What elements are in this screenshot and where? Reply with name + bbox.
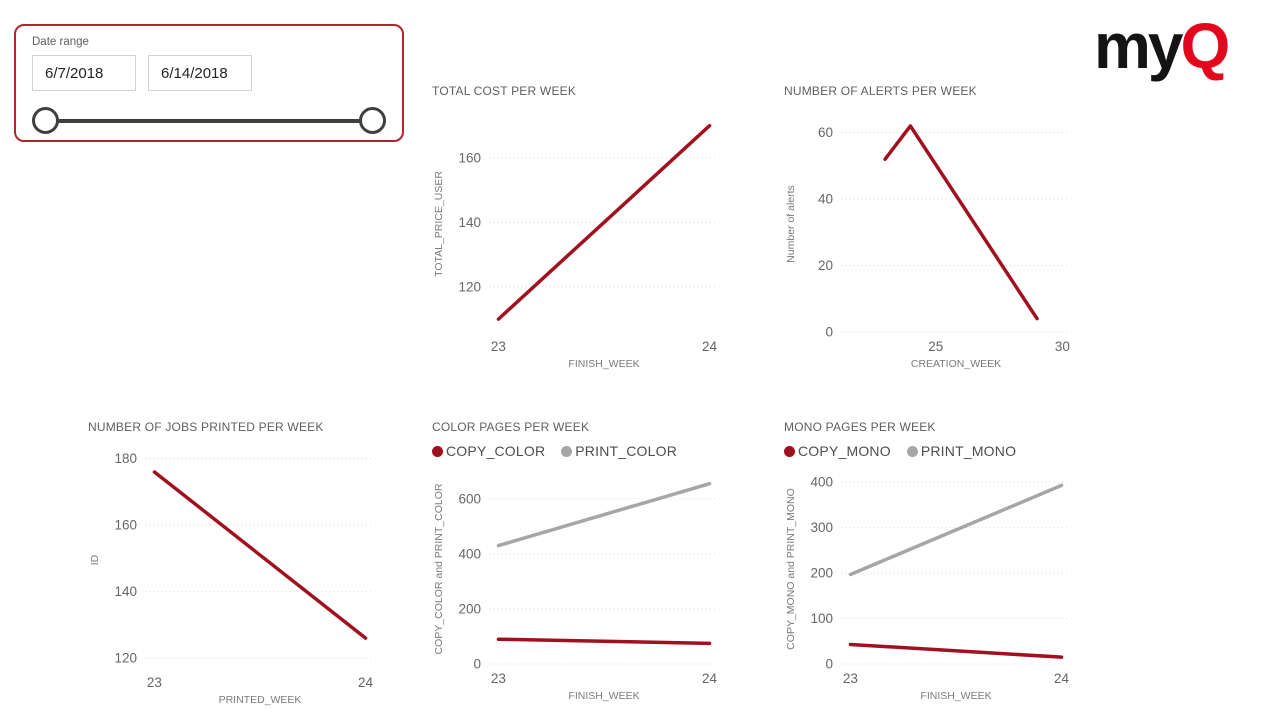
line-chart-plot[interactable]: 0 100 200 300 400 23 24 FINISH_WEEK COPY_MONO an… [784, 464, 1084, 708]
svg-text:300: 300 [810, 520, 833, 535]
legend-item-copy_mono[interactable]: COPY_MONO [784, 443, 891, 459]
legend-item-copy_color[interactable]: COPY_COLOR [432, 443, 545, 459]
legend-dot-icon [906, 445, 918, 457]
svg-text:FINISH_WEEK: FINISH_WEEK [568, 358, 639, 370]
svg-text:140: 140 [458, 215, 481, 230]
svg-text:24: 24 [702, 671, 718, 686]
line-chart-plot[interactable]: 0 20 40 60 25 30 CREATION_WEEK Number of alerts [784, 102, 1084, 376]
line-chart-plot[interactable]: 120 140 160 23 24 FINISH_WEEK TOTAL_PRICE_USER [432, 102, 732, 376]
slider-track[interactable] [46, 119, 372, 123]
svg-text:0: 0 [825, 657, 833, 672]
svg-text:160: 160 [114, 518, 137, 533]
chart-title: NUMBER OF JOBS PRINTED PER WEEK [88, 420, 324, 434]
svg-text:ID: ID [89, 554, 101, 565]
svg-text:600: 600 [458, 491, 481, 506]
svg-text:COPY_COLOR and PRINT_COLOR: COPY_COLOR and PRINT_COLOR [433, 483, 445, 654]
line-chart-plot[interactable]: 0 200 400 600 23 24 FINISH_WEEK COPY_COLOR and … [432, 464, 732, 708]
chart-color-pages-per-week: COLOR PAGES PER WEEK COPY_COLOR PRINT_COL… [432, 420, 732, 716]
legend-dot-icon [432, 445, 443, 457]
svg-text:23: 23 [491, 671, 506, 686]
svg-text:400: 400 [458, 546, 481, 561]
svg-text:Number of alerts: Number of alerts [785, 185, 797, 263]
svg-text:CREATION_WEEK: CREATION_WEEK [911, 358, 1001, 370]
slicer-inputs [32, 55, 386, 91]
svg-text:180: 180 [114, 451, 137, 466]
svg-text:25: 25 [928, 339, 943, 354]
legend-item-print_color[interactable]: PRINT_COLOR [561, 443, 677, 459]
svg-text:FINISH_WEEK: FINISH_WEEK [920, 690, 991, 702]
date-range-slicer: Date range [14, 24, 404, 142]
slider-handle-start[interactable] [32, 107, 59, 134]
svg-text:400: 400 [810, 475, 833, 490]
chart-title: COLOR PAGES PER WEEK [432, 420, 590, 434]
svg-text:40: 40 [818, 192, 833, 207]
svg-text:20: 20 [818, 258, 833, 273]
svg-text:24: 24 [702, 339, 718, 354]
end-date-input[interactable] [148, 55, 252, 91]
svg-text:140: 140 [114, 584, 137, 599]
chart-title: NUMBER OF ALERTS PER WEEK [784, 84, 977, 98]
legend-label: COPY_COLOR [446, 443, 546, 459]
legend-dot-icon [561, 445, 573, 457]
logo-text-my: my [1094, 10, 1183, 82]
start-date-input[interactable] [32, 55, 136, 91]
svg-text:200: 200 [458, 601, 481, 616]
svg-text:23: 23 [147, 675, 162, 690]
svg-text:60: 60 [818, 125, 833, 140]
svg-text:23: 23 [843, 671, 858, 686]
line-chart-plot[interactable]: 120 140 160 180 23 24 PRINTED_WEEK ID [88, 438, 388, 712]
logo-text-q: Q [1180, 10, 1231, 82]
chart-legend: COPY_MONO PRINT_MONO [784, 438, 1084, 464]
svg-text:100: 100 [810, 611, 833, 626]
legend-dot-icon [784, 445, 795, 457]
svg-text:24: 24 [358, 675, 374, 690]
svg-text:30: 30 [1055, 339, 1070, 354]
chart-number-of-alerts-per-week: NUMBER OF ALERTS PER WEEK 0 20 40 60 25 30 CRE… [784, 84, 1084, 380]
date-range-slider [32, 107, 386, 135]
svg-text:120: 120 [114, 651, 137, 666]
chart-title: TOTAL COST PER WEEK [432, 84, 577, 98]
svg-text:0: 0 [473, 657, 481, 672]
svg-text:160: 160 [458, 150, 481, 165]
svg-text:120: 120 [458, 279, 481, 294]
svg-text:PRINTED_WEEK: PRINTED_WEEK [219, 694, 302, 706]
legend-label: COPY_MONO [798, 443, 891, 459]
svg-text:COPY_MONO and PRINT_MONO: COPY_MONO and PRINT_MONO [785, 488, 797, 650]
svg-text:FINISH_WEEK: FINISH_WEEK [568, 690, 639, 702]
slider-handle-end[interactable] [359, 107, 386, 134]
legend-item-print_mono[interactable]: PRINT_MONO [906, 443, 1017, 459]
svg-text:24: 24 [1054, 671, 1070, 686]
legend-label: PRINT_COLOR [575, 443, 678, 459]
slicer-label: Date range [32, 36, 89, 48]
chart-legend: COPY_COLOR PRINT_COLOR [432, 438, 732, 464]
svg-text:0: 0 [825, 325, 833, 340]
svg-text:23: 23 [491, 339, 506, 354]
chart-title: MONO PAGES PER WEEK [784, 420, 936, 434]
svg-text:TOTAL_PRICE_USER: TOTAL_PRICE_USER [433, 171, 445, 277]
chart-mono-pages-per-week: MONO PAGES PER WEEK COPY_MONO PRINT_MONO … [784, 420, 1084, 716]
myq-logo: myQ [1094, 14, 1230, 78]
svg-text:200: 200 [810, 566, 833, 581]
chart-total-cost-per-week: TOTAL COST PER WEEK 120 140 160 23 24 FINISH_… [432, 84, 732, 380]
legend-label: PRINT_MONO [920, 443, 1017, 459]
chart-number-of-jobs-printed-per-week: NUMBER OF JOBS PRINTED PER WEEK 120 140 16… [88, 420, 388, 716]
